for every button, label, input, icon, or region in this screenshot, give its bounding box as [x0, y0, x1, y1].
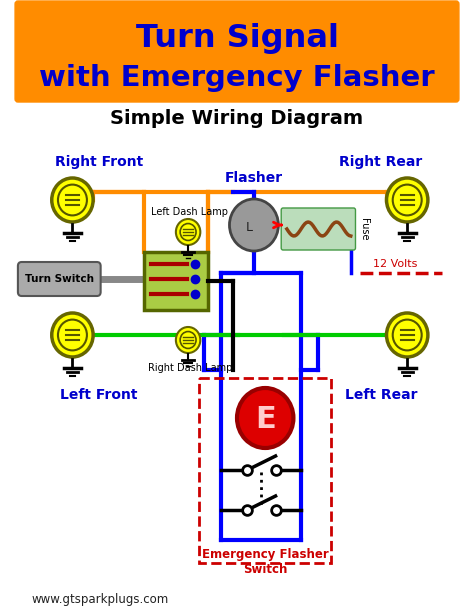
Text: Emergency Flasher
Switch: Emergency Flasher Switch — [202, 548, 328, 576]
Circle shape — [229, 199, 278, 251]
Text: Right Dash Lamp: Right Dash Lamp — [148, 363, 232, 373]
Circle shape — [52, 178, 93, 222]
Text: Fuse: Fuse — [359, 218, 369, 240]
Text: Turn Signal: Turn Signal — [136, 23, 338, 53]
Text: Left Rear: Left Rear — [345, 388, 417, 402]
FancyBboxPatch shape — [15, 1, 459, 102]
Circle shape — [52, 313, 93, 357]
Bar — [144, 252, 208, 310]
Text: Left Front: Left Front — [60, 388, 137, 402]
Text: with Emergency Flasher: with Emergency Flasher — [39, 64, 435, 92]
FancyBboxPatch shape — [281, 208, 356, 250]
Bar — [200, 378, 331, 563]
FancyBboxPatch shape — [18, 262, 100, 296]
Text: Right Rear: Right Rear — [339, 155, 422, 169]
Circle shape — [176, 327, 201, 353]
Text: 12 Volts: 12 Volts — [373, 259, 417, 269]
Text: Left Dash Lamp: Left Dash Lamp — [152, 207, 228, 217]
Circle shape — [176, 219, 201, 245]
Text: Right Front: Right Front — [55, 155, 143, 169]
Text: www.gtsparkplugs.com: www.gtsparkplugs.com — [31, 593, 168, 606]
Circle shape — [386, 313, 428, 357]
Circle shape — [386, 178, 428, 222]
Text: E: E — [255, 405, 275, 433]
Text: L: L — [246, 221, 253, 234]
Text: Flasher: Flasher — [225, 171, 283, 185]
Circle shape — [237, 388, 293, 448]
Text: Simple Wiring Diagram: Simple Wiring Diagram — [110, 109, 364, 128]
Text: Turn Switch: Turn Switch — [25, 274, 94, 284]
